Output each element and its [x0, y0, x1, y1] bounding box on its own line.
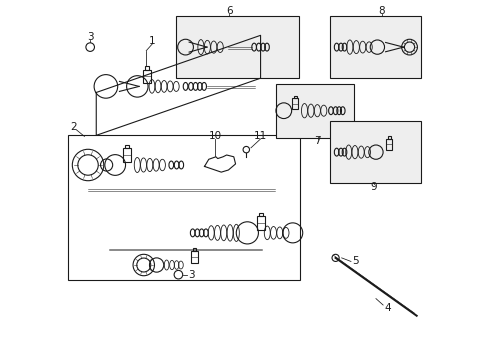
- Bar: [385, 139, 391, 150]
- Text: 1: 1: [149, 36, 155, 46]
- Bar: [387, 136, 390, 139]
- Bar: [176, 16, 299, 78]
- Text: 3: 3: [87, 32, 93, 42]
- Text: 11: 11: [253, 131, 266, 141]
- Text: 8: 8: [378, 6, 385, 17]
- Bar: [293, 95, 296, 98]
- Bar: [329, 16, 420, 78]
- Bar: [143, 69, 151, 83]
- Bar: [67, 135, 299, 280]
- Bar: [191, 251, 197, 262]
- Bar: [192, 248, 196, 251]
- Text: 9: 9: [370, 182, 376, 192]
- Bar: [258, 213, 262, 216]
- Bar: [125, 145, 129, 148]
- Bar: [256, 216, 264, 230]
- Text: 7: 7: [314, 136, 321, 147]
- Bar: [275, 84, 353, 138]
- Text: 4: 4: [384, 303, 390, 313]
- Text: 6: 6: [226, 6, 232, 17]
- Text: 3: 3: [188, 270, 195, 280]
- Bar: [145, 66, 149, 69]
- Text: 2: 2: [70, 122, 77, 132]
- Text: 10: 10: [208, 131, 222, 141]
- Bar: [291, 98, 298, 109]
- Text: 5: 5: [352, 256, 359, 266]
- Bar: [123, 148, 131, 162]
- Bar: [329, 121, 420, 183]
